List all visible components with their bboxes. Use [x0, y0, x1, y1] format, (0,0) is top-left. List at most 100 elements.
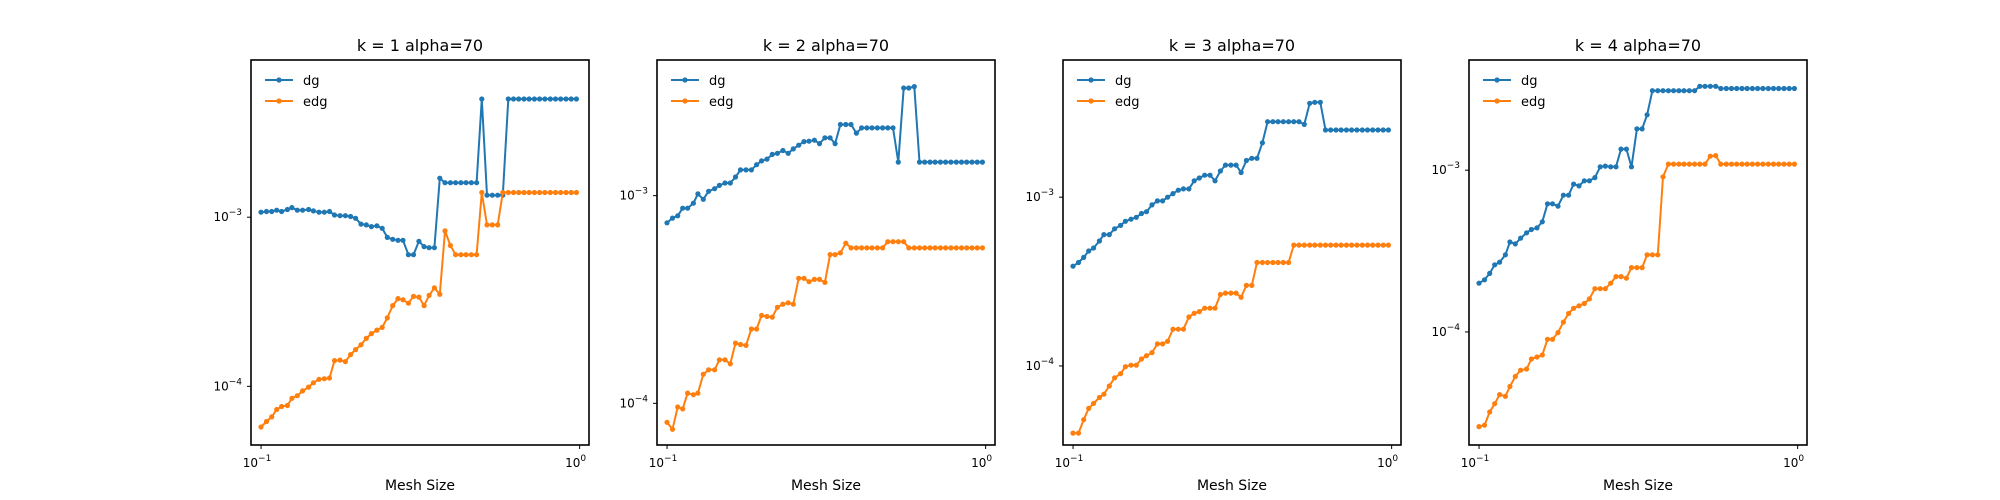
data-point-edg: [1254, 259, 1260, 266]
data-point-dg: [1512, 241, 1518, 247]
data-point-edg: [437, 291, 443, 297]
data-point-edg: [1512, 373, 1518, 380]
data-point-edg: [785, 300, 791, 306]
chart-panel-3: k = 3 alpha=70 Mesh Size 10−1 100 10−4 10−3 dg…: [1025, 36, 1402, 494]
data-point-edg: [816, 276, 823, 282]
data-point-edg: [811, 276, 818, 282]
data-point-edg: [337, 357, 343, 363]
data-point-dg: [1549, 201, 1556, 207]
data-point-dg: [1576, 183, 1582, 189]
data-point-dg: [1770, 85, 1777, 92]
data-point-edg: [300, 388, 306, 394]
data-point-dg: [822, 135, 828, 141]
data-point-dg: [348, 213, 354, 220]
data-point-dg: [1734, 85, 1740, 92]
data-point-edg: [1665, 161, 1671, 167]
data-point-dg: [864, 125, 870, 131]
data-point-dg: [353, 215, 359, 221]
data-point-dg: [384, 234, 390, 240]
data-point-dg: [368, 224, 374, 230]
data-point-edg: [716, 357, 723, 363]
plot-frame: [1062, 59, 1402, 446]
data-point-dg: [358, 221, 364, 227]
data-point-dg: [405, 252, 411, 258]
data-point-edg: [484, 222, 490, 228]
data-point-dg: [510, 96, 517, 102]
data-point-dg: [1713, 83, 1719, 89]
data-point-edg: [1507, 383, 1513, 390]
data-point-edg: [1544, 336, 1551, 342]
data-point-edg: [1571, 305, 1577, 311]
data-point-edg: [1385, 242, 1391, 248]
data-point-dg: [1618, 146, 1624, 152]
legend: dg edg: [671, 74, 734, 110]
data-point-edg: [1476, 424, 1482, 430]
data-point-edg: [552, 189, 559, 196]
legend-marker-dg: [1494, 77, 1500, 83]
data-point-dg: [1170, 191, 1176, 197]
data-point-edg: [431, 285, 437, 291]
data-point-edg: [353, 347, 359, 353]
data-point-dg: [1528, 226, 1534, 233]
data-point-edg: [416, 294, 422, 300]
data-point-edg: [895, 239, 901, 245]
data-point-dg: [1776, 85, 1782, 92]
series-line-edg: [1478, 154, 1795, 428]
data-point-dg: [737, 167, 744, 173]
data-point-dg: [1122, 218, 1128, 224]
data-point-edg: [853, 245, 860, 251]
data-point-edg: [922, 245, 928, 251]
data-point-dg: [1118, 222, 1124, 228]
data-point-dg: [979, 159, 986, 165]
data-point-dg: [1639, 126, 1645, 132]
data-point-dg: [1744, 85, 1750, 92]
data-point-dg: [1312, 99, 1318, 105]
data-point-dg: [906, 85, 912, 91]
data-point-dg: [953, 159, 959, 165]
data-point-dg: [484, 192, 490, 198]
series-line-edg: [666, 240, 983, 431]
data-point-dg: [1354, 127, 1360, 133]
legend-marker-edg: [1494, 98, 1500, 104]
data-point-edg: [969, 245, 975, 251]
data-point-edg: [547, 189, 553, 196]
data-point-edg: [516, 189, 522, 196]
chart-title: k = 3 alpha=70: [1169, 36, 1295, 55]
data-point-dg: [1359, 127, 1365, 133]
legend-marker-dg: [682, 77, 688, 83]
data-point-edg: [1681, 161, 1687, 167]
y-tick-label: 10−3: [1431, 161, 1460, 177]
data-point-dg: [1217, 168, 1223, 174]
data-point-dg: [801, 139, 807, 145]
data-point-edg: [1175, 326, 1181, 332]
data-point-edg: [463, 252, 469, 258]
legend-marker-edg: [276, 98, 282, 104]
series-line-edg: [260, 191, 577, 428]
data-point-dg: [495, 192, 501, 198]
data-point-edg: [447, 242, 453, 249]
data-point-dg: [690, 200, 697, 206]
data-point-dg: [1592, 175, 1598, 181]
data-point-edg: [1487, 409, 1493, 415]
data-point-edg: [1765, 161, 1771, 167]
data-point-edg: [521, 189, 527, 196]
data-point-edg: [1744, 161, 1750, 167]
data-point-edg: [1086, 405, 1092, 411]
data-point-dg: [516, 96, 522, 102]
data-point-edg: [906, 245, 912, 251]
data-point-edg: [363, 335, 369, 341]
data-point-dg: [1380, 127, 1386, 133]
x-axis-label: Mesh Size: [791, 478, 861, 494]
data-point-dg: [1333, 127, 1339, 133]
data-point-dg: [337, 213, 343, 219]
data-point-dg: [1702, 83, 1708, 89]
data-point-edg: [1555, 330, 1561, 336]
data-point-dg: [1196, 175, 1202, 181]
data-point-dg: [1655, 88, 1661, 94]
data-point-dg: [1723, 85, 1729, 92]
data-point-dg: [964, 159, 970, 165]
y-tick-label: 10−4: [1431, 323, 1460, 339]
data-point-edg: [859, 245, 865, 251]
data-point-dg: [1280, 119, 1286, 125]
y-tick-label: 10−3: [1025, 188, 1054, 204]
